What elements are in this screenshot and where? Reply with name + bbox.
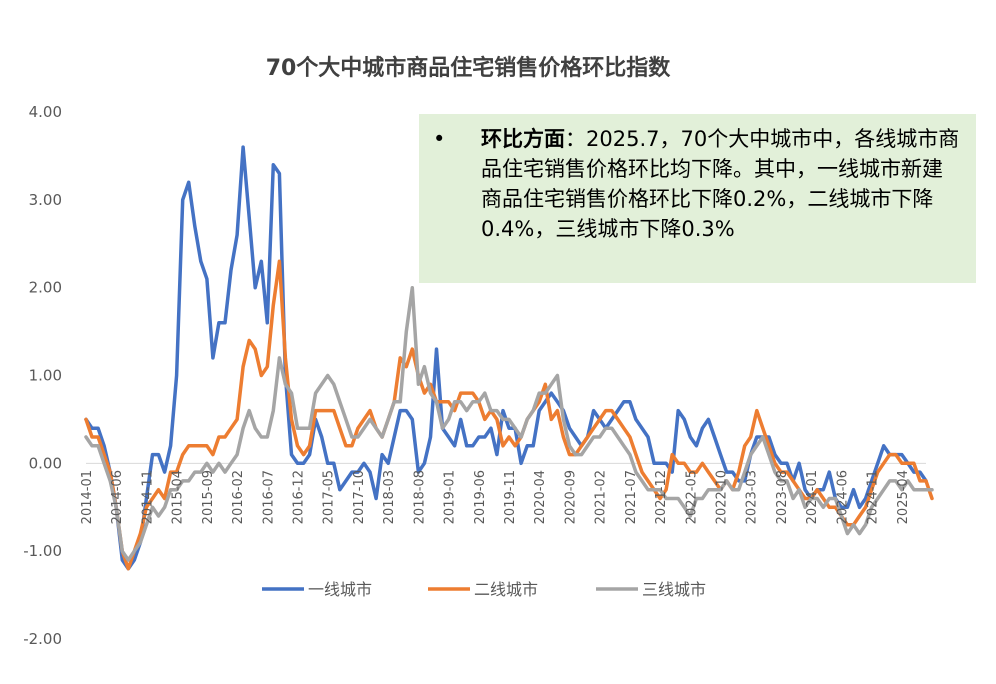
y-tick-label: -1.00 [23, 542, 62, 560]
x-tick-label: 2017-10 [352, 470, 367, 524]
x-tick-label: 2015-09 [201, 470, 216, 524]
x-tick-label: 2024-01 [805, 470, 820, 524]
series-line-2 [84, 259, 934, 571]
x-tick-label: 2018-08 [412, 470, 427, 524]
x-tick-label: 2016-02 [231, 470, 246, 524]
legend-label: 二线城市 [474, 580, 538, 599]
x-tick-label: 2021-02 [594, 470, 609, 524]
x-tick-label: 2017-05 [322, 470, 337, 524]
x-tick-label: 2024-06 [835, 470, 850, 524]
x-tick-label: 2014-06 [110, 470, 125, 524]
bullet: • [433, 127, 446, 151]
x-tick-label: 2021-12 [654, 470, 669, 524]
legend-label: 三线城市 [642, 580, 706, 599]
annotation-body: ：2025.7，70个大中城市中，各线城市商品住宅销售价格环比均下降。其中，一线… [481, 127, 960, 241]
y-tick-label: 4.00 [29, 103, 62, 121]
x-tick-label: 2023-03 [745, 470, 760, 524]
x-tick-label: 2022-05 [684, 470, 699, 524]
x-tick-label: 2016-12 [292, 470, 307, 524]
x-tick-label: 2020-09 [563, 470, 578, 524]
chart-title: 70个大中城市商品住宅销售价格环比指数 [265, 56, 671, 81]
x-tick-label: 2019-01 [443, 470, 458, 524]
x-tick-label: 2021-07 [624, 470, 639, 524]
y-tick-label: 2.00 [29, 279, 62, 297]
x-tick-label: 2020-04 [533, 470, 548, 524]
series-lines [84, 145, 934, 571]
x-tick-label: 2025-04 [896, 470, 911, 524]
x-tick-label: 2016-07 [261, 470, 276, 524]
legend-label: 一线城市 [308, 580, 372, 599]
x-tick-label: 2024-11 [866, 470, 881, 524]
annotation-heading: 环比方面 [481, 127, 565, 151]
annotation-text: 环比方面：2025.7，70个大中城市中，各线城市商品住宅销售价格环比均下降。其… [481, 124, 962, 244]
y-tick-label: 3.00 [29, 191, 62, 209]
annotation-box: • 环比方面：2025.7，70个大中城市中，各线城市商品住宅销售价格环比均下降… [419, 114, 976, 283]
x-tick-label: 2018-03 [382, 470, 397, 524]
series-line-3 [84, 285, 934, 562]
y-tick-label: 0.00 [29, 454, 62, 472]
y-tick-label: 1.00 [29, 367, 62, 385]
x-tick-label: 2022-10 [715, 470, 730, 524]
x-tick-label: 2014-01 [80, 470, 95, 524]
x-tick-label: 2023-08 [775, 470, 790, 524]
x-tick-label: 2019-11 [503, 470, 518, 524]
x-axis-labels: 2014-01 2014-06 2014-11 2015-04 2015-09 2016-… [80, 470, 911, 524]
x-tick-label: 2019-06 [473, 470, 488, 524]
y-tick-label: -2.00 [23, 630, 62, 648]
x-tick-label: 2014-11 [140, 470, 155, 524]
x-tick-label: 2015-04 [171, 470, 186, 524]
legend: 一线城市 二线城市 三线城市 [262, 580, 706, 599]
y-axis-labels: 4.00 3.00 2.00 1.00 0.00 -1.00 -2.00 [23, 103, 62, 648]
